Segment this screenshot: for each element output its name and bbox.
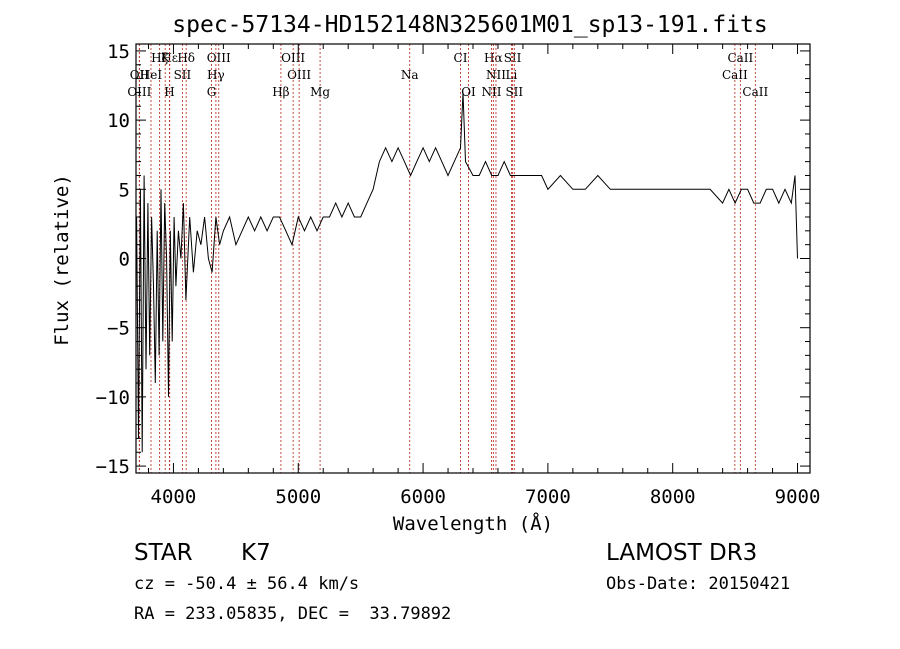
- x-axis-ticks: 4000 5000 6000 7000 8000 9000: [147, 44, 821, 508]
- marker-label-7: Hα: [484, 51, 503, 65]
- marker-label-23: Mg: [310, 85, 330, 99]
- marker-label-18: CaII: [722, 68, 748, 82]
- marker-label-22: Hβ: [272, 85, 289, 99]
- object-subclass: K7: [241, 540, 271, 566]
- x-tick-label-8000: 8000: [650, 486, 696, 508]
- marker-label-26: SII: [505, 85, 523, 99]
- marker-label-14: OIII: [287, 68, 311, 82]
- marker-label-9: CaII: [727, 51, 753, 65]
- marker-label-27: CaII: [742, 85, 768, 99]
- y-tick-label-15: 15: [107, 41, 130, 63]
- x-tick-label-4000: 4000: [151, 486, 197, 508]
- flux-line: [136, 92, 798, 453]
- marker-label-4: OIII: [207, 51, 231, 65]
- y-tick-label--15: −15: [96, 456, 130, 478]
- x-tick-label-9000: 9000: [775, 486, 821, 508]
- marker-label-10: OII: [130, 68, 150, 82]
- marker-label-24: OI: [461, 85, 476, 99]
- y-axis-label: Flux (relative): [51, 174, 73, 346]
- marker-label-3: Hδ: [177, 51, 195, 65]
- survey-name: LAMOST DR3: [606, 540, 758, 566]
- x-tick-label-5000: 5000: [275, 486, 321, 508]
- marker-label-0: Hζ: [151, 51, 168, 65]
- coordinates: RA = 233.05835, DEC = 33.79892: [134, 604, 452, 624]
- x-tick-label-6000: 6000: [400, 486, 446, 508]
- marker-label-12: SII: [174, 68, 192, 82]
- marker-label-15: Na: [401, 68, 419, 82]
- y-tick-label--10: −10: [96, 387, 130, 409]
- object-class: STAR: [134, 540, 193, 566]
- plot-frame: [135, 43, 811, 474]
- observation-date: Obs-Date: 20150421: [606, 574, 791, 594]
- y-tick-label-5: 5: [119, 179, 130, 201]
- marker-label-17: Li: [506, 68, 518, 82]
- marker-label-11: HeI: [140, 68, 163, 82]
- marker-label-2: K: [161, 51, 171, 65]
- y-axis-ticks: −15 −10 −5 0 5 10 15: [96, 41, 810, 478]
- flux-series: [136, 92, 798, 453]
- marker-label-13: Hγ: [207, 68, 225, 82]
- marker-label-5: OIII: [281, 51, 305, 65]
- y-tick-label--5: −5: [107, 318, 130, 340]
- y-tick-label-0: 0: [119, 249, 130, 271]
- marker-label-6: CI: [454, 51, 468, 65]
- marker-label-25: NII: [481, 85, 501, 99]
- marker-label-16: NII: [486, 68, 506, 82]
- marker-label-20: H: [164, 85, 174, 99]
- x-axis-label: Wavelength (Å): [393, 512, 553, 535]
- redshift-info: cz = -50.4 ± 56.4 km/s: [134, 574, 360, 594]
- y-tick-label-10: 10: [107, 110, 130, 132]
- chart-title: spec-57134-HD152148N325601M01_sp13-191.f…: [172, 12, 767, 38]
- marker-label-8: SII: [504, 51, 522, 65]
- x-tick-label-7000: 7000: [525, 486, 571, 508]
- marker-label-21: G: [207, 85, 217, 99]
